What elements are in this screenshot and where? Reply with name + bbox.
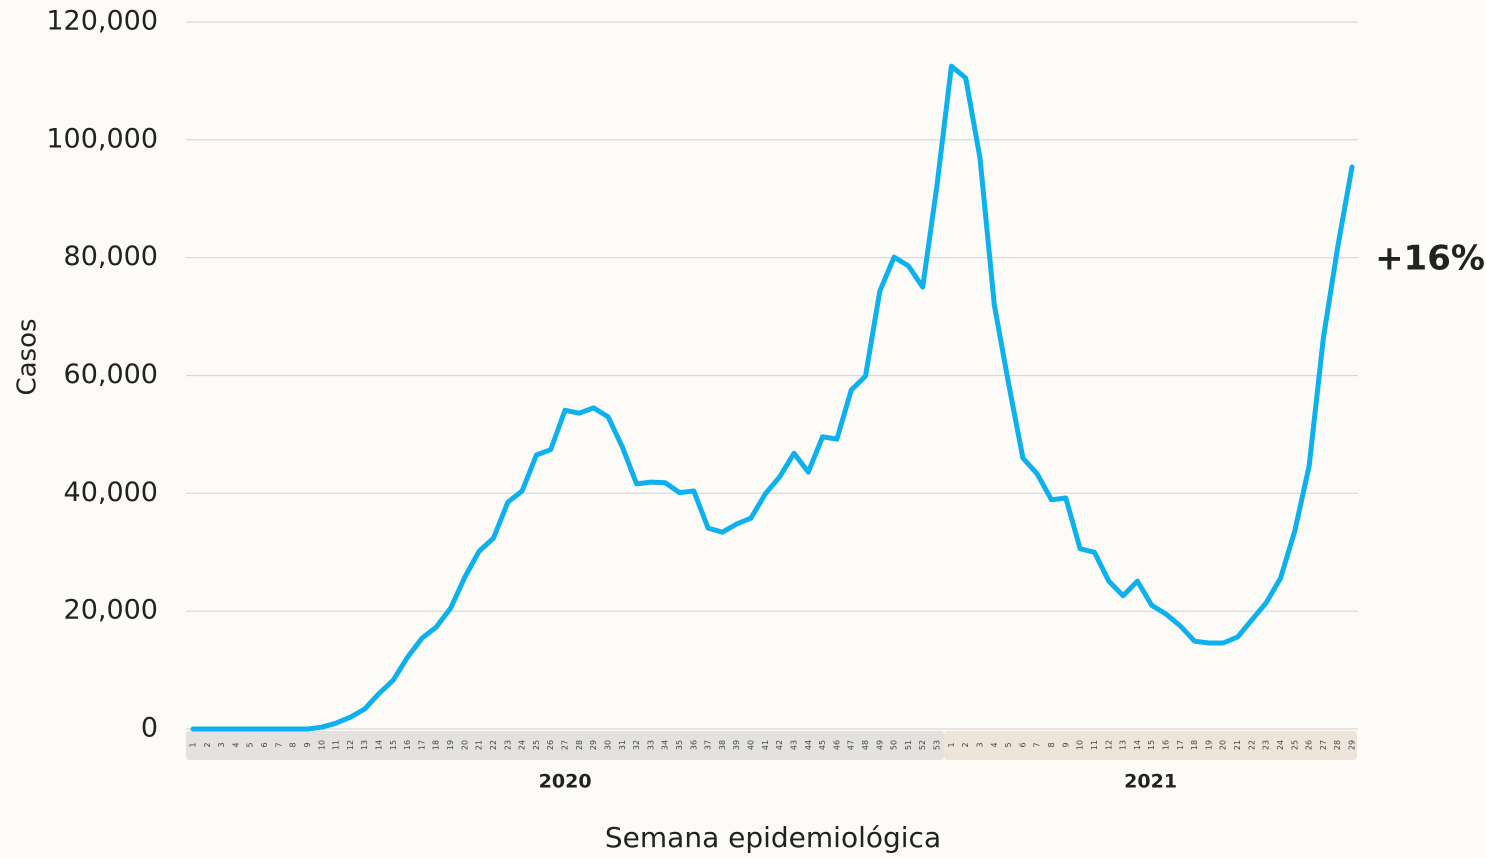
x-tick-label: 4 (990, 742, 999, 747)
x-tick-label: 23 (503, 740, 512, 750)
y-axis-label: Casos (13, 318, 43, 395)
x-tick-label: 27 (561, 740, 570, 750)
x-tick-label: 17 (417, 740, 426, 750)
x-tick-label: 2 (203, 742, 212, 747)
x-tick-label: 22 (1247, 740, 1256, 750)
x-tick-label: 49 (875, 740, 884, 750)
x-tick-label: 50 (890, 740, 899, 750)
x-tick-label: 24 (518, 740, 527, 750)
x-tick-label: 7 (1033, 742, 1042, 747)
x-tick-label: 3 (975, 742, 984, 747)
x-axis-label: Semana epidemiológica (605, 821, 941, 854)
y-tick-label: 100,000 (46, 123, 158, 154)
x-tick-label: 48 (861, 740, 870, 750)
x-tick-label: 52 (918, 740, 927, 750)
x-tick-label: 11 (332, 740, 341, 750)
x-tick-label: 11 (1090, 740, 1099, 750)
x-tick-label: 28 (575, 740, 584, 750)
x-tick-label: 47 (847, 740, 856, 750)
x-tick-label: 12 (1104, 740, 1113, 750)
x-tick-label: 34 (661, 740, 670, 750)
x-tick-label: 42 (775, 740, 784, 750)
x-tick-label: 18 (1190, 740, 1199, 750)
x-tick-label: 16 (403, 740, 412, 750)
x-tick-label: 1 (189, 742, 198, 747)
x-tick-label: 19 (1204, 740, 1213, 750)
x-group-label: 2021 (1124, 771, 1177, 793)
x-tick-label: 8 (289, 742, 298, 747)
x-tick-label: 1 (947, 742, 956, 747)
x-tick-label: 5 (246, 742, 255, 747)
x-tick-label: 38 (718, 740, 727, 750)
x-tick-label: 9 (1061, 742, 1070, 747)
x-tick-label: 30 (603, 740, 612, 750)
x-tick-label: 25 (532, 740, 541, 750)
x-tick-label: 21 (1233, 740, 1242, 750)
x-tick-label: 24 (1276, 740, 1285, 750)
x-tick-label: 20 (460, 740, 469, 750)
x-tick-label: 19 (446, 740, 455, 750)
x-tick-label: 29 (589, 740, 598, 750)
x-tick-label: 8 (1047, 742, 1056, 747)
x-tick-label: 28 (1333, 740, 1342, 750)
annotation: +16% (1375, 239, 1485, 279)
x-tick-label: 46 (832, 740, 841, 750)
x-tick-label: 9 (303, 742, 312, 747)
y-tick-label: 60,000 (64, 359, 158, 390)
x-tick-label: 20 (1219, 740, 1228, 750)
x-tick-label: 12 (346, 740, 355, 750)
x-tick-label: 16 (1161, 740, 1170, 750)
x-tick-label: 32 (632, 740, 641, 750)
y-tick-label: 0 (141, 713, 158, 744)
y-tick-label: 80,000 (64, 241, 158, 272)
x-tick-label: 15 (1147, 740, 1156, 750)
x-tick-label: 23 (1262, 740, 1271, 750)
y-tick-label: 120,000 (46, 6, 158, 37)
x-tick-label: 29 (1348, 740, 1357, 750)
x-tick-label: 45 (818, 740, 827, 750)
x-tick-label: 21 (475, 740, 484, 750)
x-tick-label: 14 (375, 740, 384, 750)
y-tick-label: 40,000 (64, 477, 158, 508)
x-tick-label: 22 (489, 740, 498, 750)
x-group-label: 2020 (539, 771, 592, 793)
x-tick-label: 39 (732, 740, 741, 750)
x-tick-label: 6 (1018, 742, 1027, 747)
x-tick-label: 27 (1319, 740, 1328, 750)
x-tick-label: 33 (646, 740, 655, 750)
x-tick-label: 25 (1290, 740, 1299, 750)
x-tick-label: 26 (546, 740, 555, 750)
x-tick-label: 36 (689, 740, 698, 750)
x-tick-label: 51 (904, 740, 913, 750)
x-tick-label: 10 (317, 740, 326, 750)
x-tick-label: 35 (675, 740, 684, 750)
x-tick-label: 17 (1176, 740, 1185, 750)
x-tick-label: 6 (260, 742, 269, 747)
x-tick-label: 13 (360, 740, 369, 750)
x-tick-label: 53 (933, 740, 942, 750)
x-tick-label: 40 (747, 740, 756, 750)
x-tick-label: 44 (804, 740, 813, 750)
x-tick-label: 13 (1119, 740, 1128, 750)
x-tick-label: 2 (961, 742, 970, 747)
chart: Casos Semana epidemiológica 0 20,000 40,00… (0, 0, 1486, 858)
x-tick-label: 37 (704, 740, 713, 750)
x-tick-label: 14 (1133, 740, 1142, 750)
x-tick-label: 3 (217, 742, 226, 747)
data-line (193, 66, 1352, 729)
x-tick-label: 4 (231, 742, 240, 747)
x-tick-label: 7 (274, 742, 283, 747)
y-tick-label: 20,000 (64, 595, 158, 626)
x-tick-label: 15 (389, 740, 398, 750)
x-tick-label: 41 (761, 740, 770, 750)
x-tick-label: 5 (1004, 742, 1013, 747)
x-tick-label: 18 (432, 740, 441, 750)
x-tick-label: 10 (1076, 740, 1085, 750)
x-tick-label: 43 (789, 740, 798, 750)
x-tick-label: 26 (1305, 740, 1314, 750)
x-tick-label: 31 (618, 740, 627, 750)
